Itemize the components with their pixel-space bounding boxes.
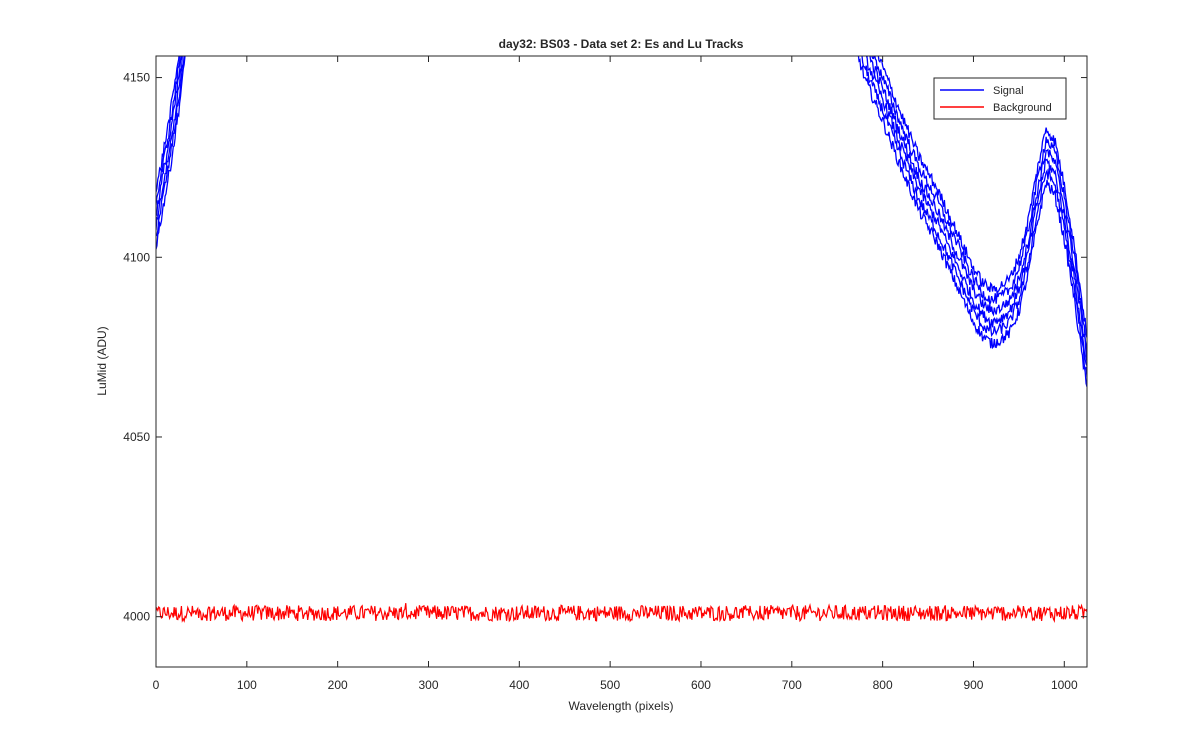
x-tick-label: 300 — [418, 678, 438, 692]
signal-series-line — [156, 56, 183, 218]
background-series-line — [156, 602, 1087, 623]
x-tick-label: 800 — [873, 678, 893, 692]
y-tick-label: 4000 — [123, 610, 150, 624]
ticks-layer: 0 100 200 300 400 500 600 700 800 900 1000 4000 4050… — [123, 56, 1087, 692]
signal-series-line — [156, 56, 186, 250]
x-tick-label: 600 — [691, 678, 711, 692]
series-layer — [156, 56, 1087, 623]
signal-series-line — [156, 56, 180, 193]
chart-title: day32: BS03 - Data set 2: Es and Lu Trac… — [499, 37, 744, 51]
legend: Signal Background — [933, 77, 1067, 120]
x-tick-label: 400 — [509, 678, 529, 692]
y-tick-label: 4100 — [123, 250, 150, 264]
signal-series-line — [156, 56, 185, 237]
x-tick-label: 700 — [782, 678, 802, 692]
signal-series-line — [857, 56, 1087, 388]
signal-series-line — [865, 56, 1087, 366]
x-tick-label: 0 — [153, 678, 160, 692]
signal-series-line — [861, 56, 1087, 378]
legend-background-label: Background — [993, 102, 1052, 114]
legend-signal-label: Signal — [993, 85, 1024, 97]
x-axis-label: Wavelength (pixels) — [569, 699, 674, 713]
x-tick-label: 1000 — [1051, 678, 1078, 692]
y-axis-label: LuMid (ADU) — [95, 326, 109, 395]
x-tick-label: 900 — [963, 678, 983, 692]
x-tick-label: 200 — [328, 678, 348, 692]
signal-series-line — [866, 56, 1087, 363]
signal-series-line — [156, 56, 181, 206]
legend-box — [933, 77, 1067, 120]
signal-series-line — [156, 56, 183, 231]
x-tick-label: 500 — [600, 678, 620, 692]
signal-series-line — [871, 56, 1087, 353]
y-tick-label: 4050 — [123, 430, 150, 444]
axes-box — [155, 55, 1088, 668]
x-tick-label: 100 — [237, 678, 257, 692]
signal-series-line — [877, 56, 1087, 338]
plot-area — [156, 56, 1087, 667]
y-tick-label: 4150 — [123, 71, 150, 85]
